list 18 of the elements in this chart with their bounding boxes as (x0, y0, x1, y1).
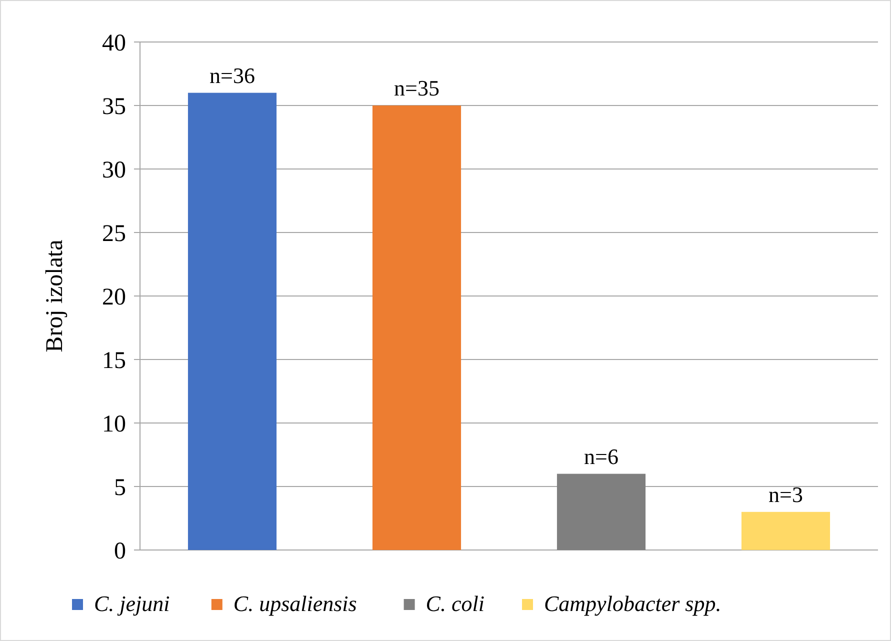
data-label: n=3 (768, 482, 803, 507)
data-label: n=36 (210, 62, 255, 88)
data-label: n=6 (584, 444, 618, 469)
y-axis-title: Broj izolata (42, 239, 68, 352)
y-tick-label: 30 (102, 157, 126, 184)
y-tick-label: 40 (102, 30, 126, 56)
y-tick-label: 5 (114, 474, 126, 501)
y-tick-label: 20 (102, 284, 126, 310)
legend-label: C. upsaliensis (233, 591, 357, 616)
legend-label: Campylobacter spp. (544, 591, 722, 616)
y-tick-label: 25 (102, 220, 126, 247)
y-tick-label: 10 (102, 411, 126, 438)
y-tick-label: 15 (102, 348, 126, 374)
data-label: n=35 (394, 76, 440, 100)
y-tick-label: 0 (114, 538, 126, 564)
legend-label: C. coli (426, 591, 484, 616)
legend-label: C. jejuni (94, 591, 170, 616)
y-tick-label: 35 (102, 94, 126, 120)
